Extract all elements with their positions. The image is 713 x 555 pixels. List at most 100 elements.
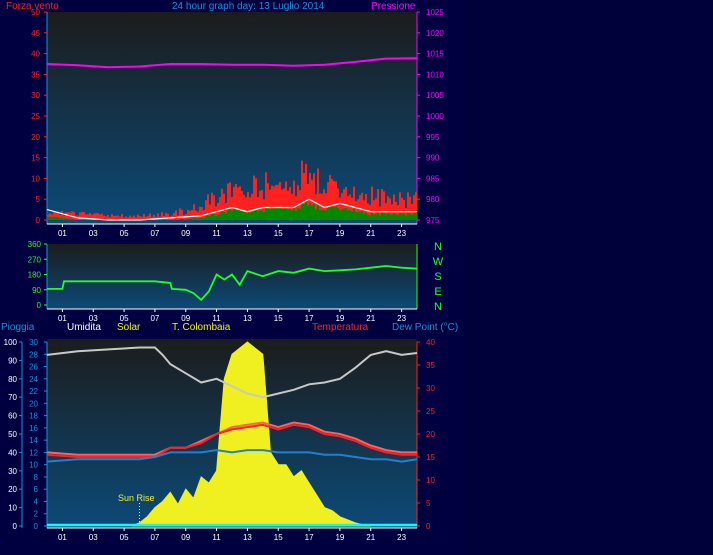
y-right-tick-label: 1015 xyxy=(426,50,444,59)
y-right-tick-label: 1000 xyxy=(426,112,444,121)
x-tick-label: 11 xyxy=(212,314,221,323)
y-tick-label: 0 xyxy=(37,301,42,310)
x-tick-label: 13 xyxy=(243,229,252,238)
legend-solar: Solar xyxy=(117,322,141,333)
x-tick-label: 17 xyxy=(305,314,314,323)
y-left-tick-label: 100 xyxy=(4,338,18,347)
y-mid-tick-label: 16 xyxy=(29,424,38,433)
direction-line xyxy=(47,265,418,302)
x-tick-label: 23 xyxy=(397,229,406,238)
legend-temperatura: Temperatura xyxy=(312,322,369,333)
legend-umidita: Umidita xyxy=(67,322,101,333)
y-left-tick-label: 30 xyxy=(8,467,17,476)
humidity-line xyxy=(46,346,418,399)
x-tick-label: 21 xyxy=(366,314,375,323)
x-tick-label: 19 xyxy=(335,229,344,238)
legend-dew-point: Dew Point (°C) xyxy=(392,322,458,333)
legend-t-colombaia: T. Colombaia xyxy=(172,322,231,333)
y-tick-label: 270 xyxy=(28,255,42,264)
y-right-tick-label: 1020 xyxy=(426,29,444,38)
temperature-humidity-panel: 0102030405060708090100024681012141618202… xyxy=(4,338,436,542)
x-tick-label: 15 xyxy=(274,533,283,542)
wind-pressure-panel: 0510152025303540455097598098599099510001… xyxy=(31,8,444,238)
x-tick-label: 15 xyxy=(274,314,283,323)
y-left-tick-label: 50 xyxy=(8,430,17,439)
x-tick-label: 05 xyxy=(120,229,129,238)
y-mid-tick-label: 0 xyxy=(34,522,39,531)
plot-background xyxy=(47,244,417,309)
x-tick-label: 23 xyxy=(397,314,406,323)
y-left-tick-label: 10 xyxy=(31,174,40,183)
x-tick-label: 13 xyxy=(243,533,252,542)
sun-rise-annotation: Sun Rise xyxy=(118,493,155,503)
left-axis-label: Forza vento xyxy=(6,1,59,12)
solar-area xyxy=(131,341,371,527)
y-mid-tick-label: 18 xyxy=(29,412,38,421)
y-left-tick-label: 0 xyxy=(36,216,41,225)
y-left-tick-label: 20 xyxy=(8,485,17,494)
y-left-tick-label: 90 xyxy=(8,356,17,365)
right-axis-label: Pressione xyxy=(371,1,416,12)
y-right-tick-label: 40 xyxy=(426,338,435,347)
x-tick-label: 17 xyxy=(305,533,314,542)
y-right-tick-label: 980 xyxy=(426,195,440,204)
y-mid-tick-label: 14 xyxy=(29,436,38,445)
y-right-tick-label: 10 xyxy=(426,476,435,485)
y-mid-tick-label: 20 xyxy=(29,399,38,408)
x-tick-label: 19 xyxy=(335,533,344,542)
x-tick-label: 09 xyxy=(181,533,190,542)
pressure-line xyxy=(46,57,418,69)
x-tick-label: 23 xyxy=(397,533,406,542)
y-mid-tick-label: 24 xyxy=(29,375,38,384)
legend-pioggia: Pioggia xyxy=(1,322,35,333)
y-right-tick-label: 975 xyxy=(426,216,440,225)
y-tick-label: 90 xyxy=(32,286,41,295)
y-mid-tick-label: 6 xyxy=(34,485,39,494)
y-left-tick-label: 15 xyxy=(31,154,40,163)
x-tick-label: 19 xyxy=(335,314,344,323)
x-tick-label: 17 xyxy=(305,229,314,238)
x-tick-label: 05 xyxy=(120,314,129,323)
x-tick-label: 11 xyxy=(212,229,221,238)
y-right-tick-label: 20 xyxy=(426,430,435,439)
x-tick-label: 03 xyxy=(89,229,98,238)
x-tick-label: 09 xyxy=(181,229,190,238)
temperature-line xyxy=(46,423,417,458)
y-left-tick-label: 30 xyxy=(31,91,40,100)
compass-label: N xyxy=(434,301,442,313)
x-tick-label: 07 xyxy=(150,229,159,238)
y-right-tick-label: 35 xyxy=(426,361,435,370)
sidebar-panel xyxy=(466,0,713,555)
x-tick-label: 07 xyxy=(150,533,159,542)
y-right-tick-label: 5 xyxy=(426,499,431,508)
x-tick-label: 09 xyxy=(181,314,190,323)
y-left-tick-label: 5 xyxy=(36,195,41,204)
y-left-tick-label: 40 xyxy=(31,50,40,59)
y-left-tick-label: 0 xyxy=(13,522,18,531)
y-mid-tick-label: 12 xyxy=(29,448,38,457)
x-tick-label: 01 xyxy=(58,314,67,323)
plot-background xyxy=(47,12,417,224)
y-left-tick-label: 80 xyxy=(8,375,17,384)
gust-line xyxy=(46,198,417,221)
y-right-tick-label: 0 xyxy=(426,522,431,531)
compass-label: N xyxy=(434,241,442,253)
y-left-tick-label: 70 xyxy=(8,393,17,402)
x-tick-label: 11 xyxy=(212,533,221,542)
y-right-tick-label: 1005 xyxy=(426,91,444,100)
y-mid-tick-label: 26 xyxy=(29,363,38,372)
y-mid-tick-label: 8 xyxy=(34,473,39,482)
x-tick-label: 03 xyxy=(89,533,98,542)
y-left-tick-label: 35 xyxy=(31,70,40,79)
y-mid-tick-label: 22 xyxy=(29,387,38,396)
x-tick-label: 21 xyxy=(366,533,375,542)
y-right-tick-label: 985 xyxy=(426,174,440,183)
y-left-tick-label: 20 xyxy=(31,133,40,142)
y-mid-tick-label: 2 xyxy=(34,510,39,519)
x-tick-label: 01 xyxy=(58,229,67,238)
x-tick-label: 03 xyxy=(89,314,98,323)
t-colombaia-line xyxy=(46,421,417,456)
y-mid-tick-label: 4 xyxy=(34,497,39,506)
y-left-tick-label: 60 xyxy=(8,412,17,421)
